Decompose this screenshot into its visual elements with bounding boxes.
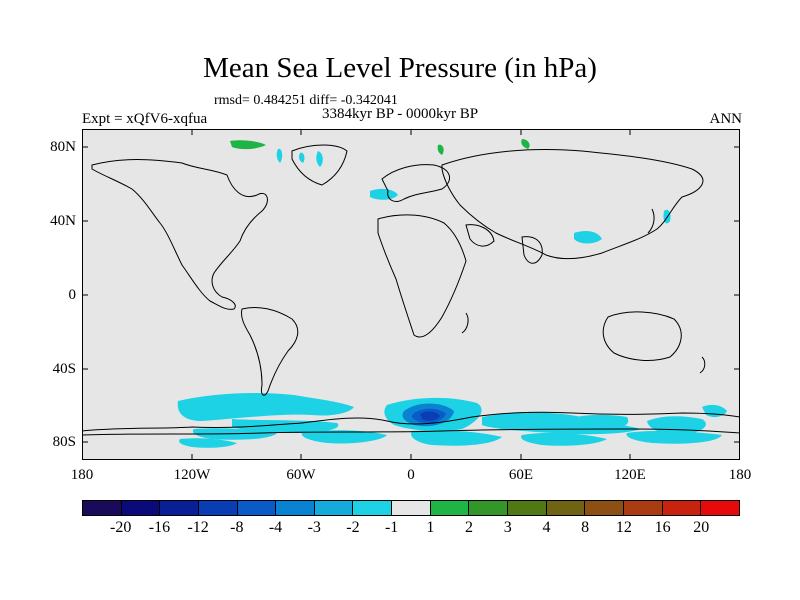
colorbar-label: 4 (542, 519, 551, 536)
colorbar-label: 16 (654, 519, 671, 536)
lon-label-60e: 60E (508, 467, 534, 483)
colorbar-label: -2 (346, 519, 360, 536)
colorbar-label: 2 (465, 519, 474, 536)
colorbar-label: -8 (230, 519, 244, 536)
colorbar-label: -20 (110, 519, 132, 536)
colorbar-segment (392, 501, 431, 515)
latitude-ticks (82, 146, 740, 443)
experiment-label: Expt = xQfV6-xqfua (82, 111, 208, 127)
colorbar-segment (314, 501, 354, 515)
colorbar-segment (585, 501, 624, 515)
lat-label-40s: 40S (52, 361, 76, 377)
longitude-ticks (191, 129, 631, 460)
colorbar-segment (546, 501, 586, 515)
lon-label-120w: 120W (173, 467, 211, 483)
northern-anomalies-green (230, 139, 530, 155)
map-panel (82, 129, 740, 460)
colorbar-segment (160, 501, 199, 515)
lon-label-120e: 120E (614, 467, 646, 483)
stats-label: rmsd= 0.484251 diff= -0.342041 (214, 93, 398, 108)
colorbar-segment (276, 501, 315, 515)
season-label: ANN (709, 111, 743, 127)
lat-label-80s: 80S (52, 434, 76, 450)
lon-label-180w: 180 (70, 467, 94, 483)
colorbar-label: -16 (148, 519, 171, 536)
antarctic-anomaly-light (177, 393, 727, 448)
colorbar-label: -1 (384, 519, 399, 536)
colorbar-segment (198, 501, 238, 515)
colorbar-segment (83, 501, 122, 515)
colorbar-label: 20 (693, 519, 710, 536)
colorbar-segment (701, 501, 739, 515)
colorbar-label: -12 (187, 519, 209, 536)
period-label: 3384kyr BP - 0000kyr BP (322, 106, 479, 122)
lat-label-80n: 80N (50, 139, 76, 155)
northern-anomalies-blue (276, 148, 671, 244)
colorbar-segment (623, 501, 663, 515)
lon-label-180e: 180 (728, 467, 752, 483)
colorbar-segment (353, 501, 393, 515)
lat-label-40n: 40N (50, 213, 76, 229)
colorbar-label: 3 (503, 519, 512, 536)
colorbar-label: 12 (615, 519, 632, 536)
colorbar-segment (237, 501, 277, 515)
lon-label-60w: 60W (286, 467, 316, 483)
colorbar-label: -4 (268, 519, 283, 536)
colorbar-segment (469, 501, 509, 515)
lat-label-0: 0 (68, 287, 77, 303)
colorbar-label: 1 (426, 519, 435, 536)
map-title: Mean Sea Level Pressure (in hPa) (203, 52, 597, 84)
colorbar-segment (430, 501, 470, 515)
colorbar-label: 8 (581, 519, 590, 536)
colorbar-segment (662, 501, 702, 515)
colorbar-label: -3 (307, 519, 321, 536)
colorbar-segment (508, 501, 547, 515)
lon-label-0: 0 (407, 467, 415, 483)
antarctic-anomaly-deep (402, 403, 454, 427)
colorbar (82, 500, 740, 516)
coastlines (82, 144, 740, 436)
colorbar-segment (121, 501, 161, 515)
